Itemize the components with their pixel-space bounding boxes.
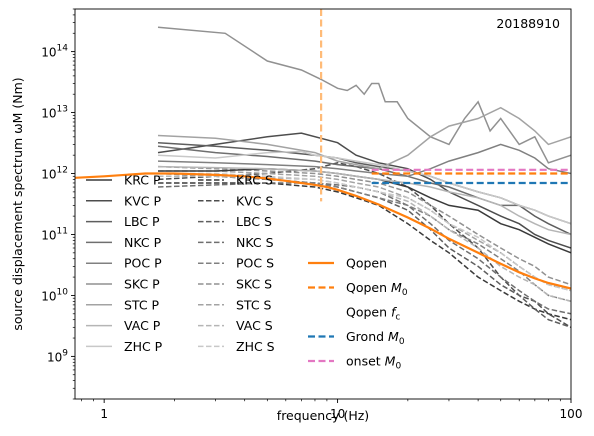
series-line-skc-p <box>157 26 571 164</box>
x-axis-label: frequency (Hz) <box>277 408 369 423</box>
legend-p-5-label: SKC P <box>124 277 160 292</box>
series-line-skc-s <box>157 165 571 286</box>
series-line-zhc-s <box>158 172 571 292</box>
legend-s-0-label: KRC S <box>236 173 273 188</box>
event-id-label: 20188910 <box>496 16 560 31</box>
legend-model-4-label: onset M0 <box>346 354 401 372</box>
legend-s-4-label: POC S <box>236 256 274 271</box>
y-tick-label: 1012 <box>41 166 68 182</box>
legend-model-0-label: Qopen <box>346 256 387 271</box>
series-line-kvc-s <box>157 162 571 328</box>
plot-frame <box>74 8 572 400</box>
legend-p-4-label: POC P <box>124 256 162 271</box>
y-tick-label: 1011 <box>41 226 68 242</box>
series-line-nkc-s <box>157 182 571 315</box>
legend-s-8-label: ZHC S <box>236 339 275 354</box>
x-tick-label: 100 <box>560 407 583 421</box>
series-line-krc-s <box>158 182 571 321</box>
legend-p-8-label: ZHC P <box>124 339 163 354</box>
series-line-qopen <box>75 172 571 290</box>
series-line-stc-p <box>157 106 571 170</box>
legend-p-6-label: STC P <box>124 297 160 312</box>
legend-s-2-label: LBC S <box>236 214 272 229</box>
y-tick-label: 1010 <box>41 287 68 303</box>
legend-model-1-label: Qopen M0 <box>346 280 408 298</box>
x-tick-label: 1 <box>100 407 108 421</box>
legend-p-0-label: KRC P <box>124 173 161 188</box>
legend-model-3-label: Grond M0 <box>346 329 405 347</box>
series-line-zhc-p <box>157 150 571 225</box>
legend-s-6-label: STC S <box>236 297 272 312</box>
legend-s-5-label: SKC S <box>236 277 272 292</box>
series-line-vac-p <box>157 165 571 236</box>
legend-p-1-label: KVC P <box>124 193 161 208</box>
y-tick-label: 1013 <box>41 105 68 121</box>
legend-s-3-label: NKC S <box>236 235 274 250</box>
legend-p-2-label: LBC P <box>124 214 160 229</box>
y-tick-label: 1014 <box>41 44 68 60</box>
series-line-kvc-p <box>157 132 571 249</box>
legend-s-1-label: KVC S <box>236 193 273 208</box>
series-line-lbc-p <box>157 141 571 236</box>
legend-s-7-label: VAC S <box>236 318 273 333</box>
y-tick-label: 109 <box>47 348 68 364</box>
series-line-stc-s <box>158 170 571 292</box>
legend-model-2-label: Qopen fc <box>346 305 400 323</box>
y-axis-label: source displacement spectrum ωM (Nm) <box>10 77 25 330</box>
x-tick-label: 10 <box>330 407 345 421</box>
legend-p-3-label: NKC P <box>124 235 162 250</box>
legend-p-7-label: VAC P <box>124 318 161 333</box>
